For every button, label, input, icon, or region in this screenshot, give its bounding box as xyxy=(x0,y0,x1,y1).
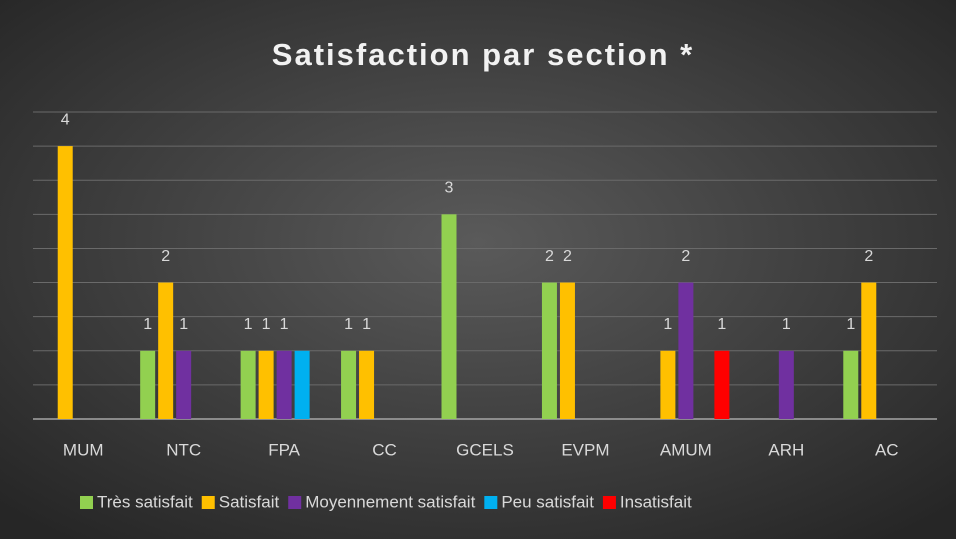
bar xyxy=(541,282,557,419)
bar xyxy=(240,350,256,419)
legend-swatch xyxy=(484,496,498,509)
data-label: 2 xyxy=(864,248,873,265)
data-label: 1 xyxy=(663,316,672,333)
legend-label: Peu satisfait xyxy=(501,492,594,511)
bar xyxy=(258,350,274,419)
x-tick-label: AC xyxy=(875,440,899,459)
bar xyxy=(140,350,156,419)
legend-swatch xyxy=(602,496,616,509)
data-label: 1 xyxy=(262,316,271,333)
chart-title: Satisfaction par section * xyxy=(272,37,694,72)
bar xyxy=(176,350,192,419)
bar xyxy=(359,350,375,419)
x-tick-label: ARH xyxy=(768,440,804,459)
bar xyxy=(678,282,694,419)
data-label: 1 xyxy=(782,316,791,333)
bar xyxy=(559,282,575,419)
x-tick-label: MUM xyxy=(63,440,104,459)
legend-label: Insatisfait xyxy=(620,492,692,511)
bar xyxy=(778,350,794,419)
data-label: 3 xyxy=(445,180,454,197)
bar xyxy=(341,350,357,419)
x-tick-label: NTC xyxy=(166,440,201,459)
bar xyxy=(714,350,730,419)
legend-label: Moyennement satisfait xyxy=(305,492,475,511)
data-label: 1 xyxy=(280,316,289,333)
x-tick-label: FPA xyxy=(268,440,300,459)
legend-swatch xyxy=(80,496,93,509)
data-label: 2 xyxy=(545,248,554,265)
x-tick-label: AMUM xyxy=(660,440,712,459)
data-label: 1 xyxy=(143,316,152,333)
data-label: 2 xyxy=(563,248,572,265)
bar xyxy=(294,350,310,419)
bar xyxy=(861,282,877,419)
data-label: 1 xyxy=(179,316,188,333)
bar xyxy=(843,350,859,419)
bar xyxy=(57,146,73,419)
data-label: 1 xyxy=(717,316,726,333)
x-tick-label: GCELS xyxy=(456,440,514,459)
bar xyxy=(158,282,174,419)
legend-label: Très satisfait xyxy=(97,492,193,511)
data-label: 2 xyxy=(681,248,690,265)
data-label: 4 xyxy=(61,111,70,128)
bar xyxy=(660,350,676,419)
data-label: 1 xyxy=(362,316,371,333)
data-label: 1 xyxy=(244,316,253,333)
x-tick-label: EVPM xyxy=(561,440,609,459)
x-tick-label: CC xyxy=(372,440,397,459)
data-label: 1 xyxy=(846,316,855,333)
data-label: 1 xyxy=(344,316,353,333)
legend-swatch xyxy=(288,496,302,509)
legend-swatch xyxy=(201,496,215,509)
bar xyxy=(441,214,457,419)
legend-label: Satisfait xyxy=(219,492,280,511)
bar xyxy=(276,350,292,419)
data-label: 2 xyxy=(161,248,170,265)
